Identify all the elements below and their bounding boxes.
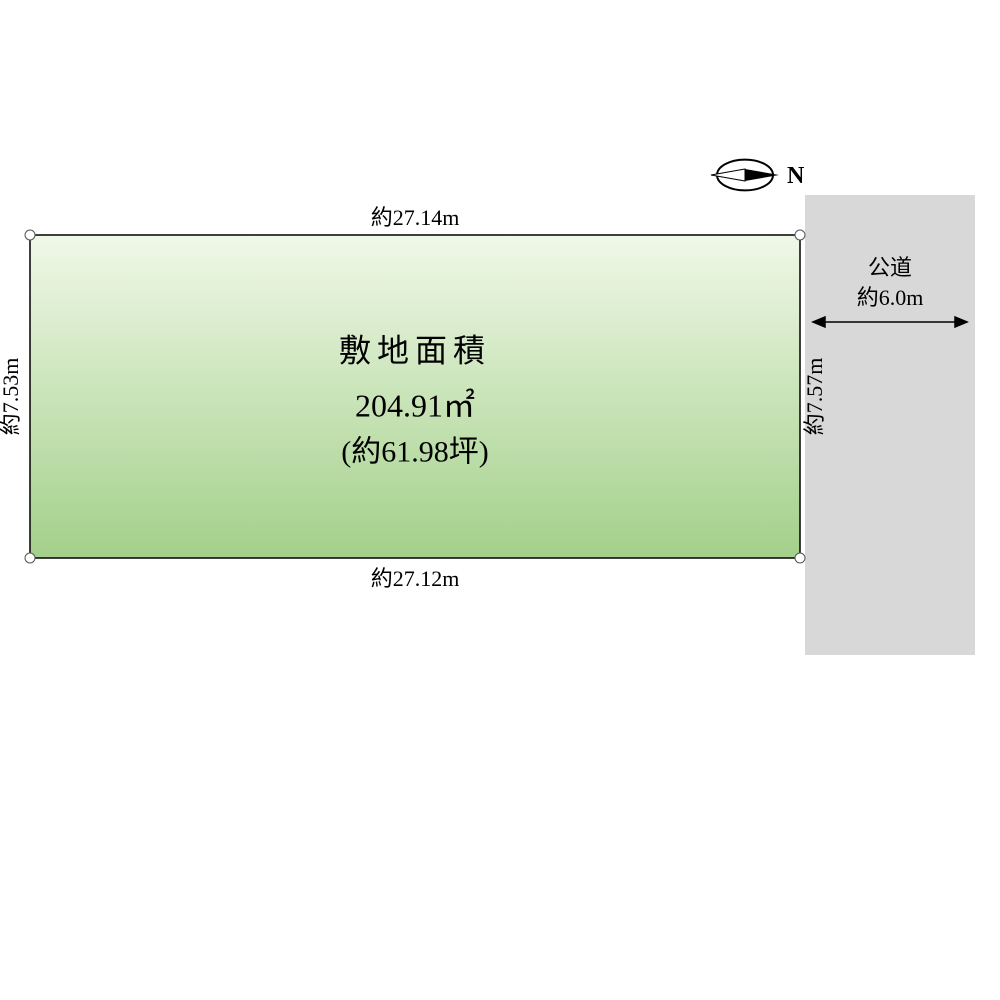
dimension-right: 約7.57m [802,358,827,436]
compass-label: N [787,163,805,189]
dimension-left: 約7.53m [0,358,23,436]
dimension-bottom: 約27.12m [371,566,460,591]
road-width-label: 約6.0m [857,285,924,310]
site-plan-diagram: 公道 約6.0m 約27.14m 約27.12m 約7.53m 約7.57m 敷… [0,0,1000,1000]
corner-marker [795,230,805,240]
dimension-top: 約27.14m [371,205,460,230]
road-title: 公道 [868,255,912,280]
area-tsubo: (約61.98坪) [341,436,488,469]
area-value: 204.91㎡ [355,388,475,424]
corner-marker [25,230,35,240]
compass-icon: N [711,160,805,191]
corner-marker [795,553,805,563]
corner-marker [25,553,35,563]
area-title: 敷地面積 [339,333,491,369]
